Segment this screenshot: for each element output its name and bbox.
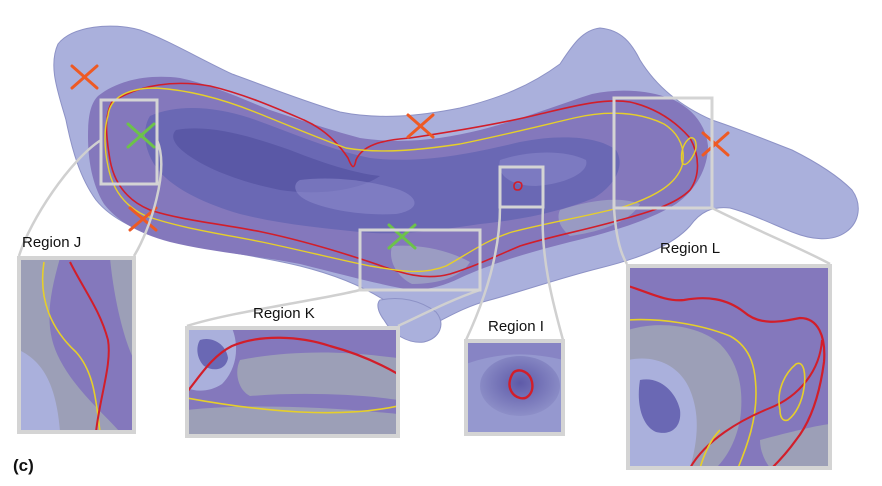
green-x-marker — [126, 122, 156, 149]
region-box-l — [612, 96, 714, 210]
region-label-j: Region J — [22, 234, 81, 251]
connector-i — [464, 206, 565, 341]
connector-l — [612, 206, 831, 266]
yellow-loop — [680, 137, 697, 166]
inset-frame-j — [17, 256, 136, 434]
yellow-contour — [104, 87, 684, 273]
region-label-i: Region I — [488, 318, 544, 335]
cavity-shadow — [173, 128, 380, 193]
connector-k — [186, 288, 481, 328]
inset-l — [626, 264, 832, 470]
panel-label: (c) — [13, 456, 34, 475]
inset-frame-k — [185, 326, 400, 438]
region-box-k — [358, 228, 482, 292]
red-ring — [513, 181, 523, 191]
inset-frame-l — [626, 264, 832, 470]
connectors — [17, 138, 831, 341]
orange-x-marker — [128, 206, 158, 232]
cavity-highlight — [295, 178, 415, 215]
region-box-j — [99, 98, 159, 186]
region-boxes — [99, 96, 714, 292]
connector-j — [17, 138, 163, 257]
orange-x-marker — [406, 113, 435, 139]
region-box-i — [498, 165, 545, 209]
region-label-l: Region L — [660, 240, 720, 257]
inset-i — [464, 339, 565, 436]
inset-k — [185, 326, 400, 438]
inset-frame-i — [464, 339, 565, 436]
orange-x-marker — [70, 64, 99, 90]
orange-x-marker — [701, 131, 730, 157]
region-label-k: Region K — [253, 305, 315, 322]
marker-group — [70, 64, 730, 250]
inset-j — [17, 256, 136, 434]
